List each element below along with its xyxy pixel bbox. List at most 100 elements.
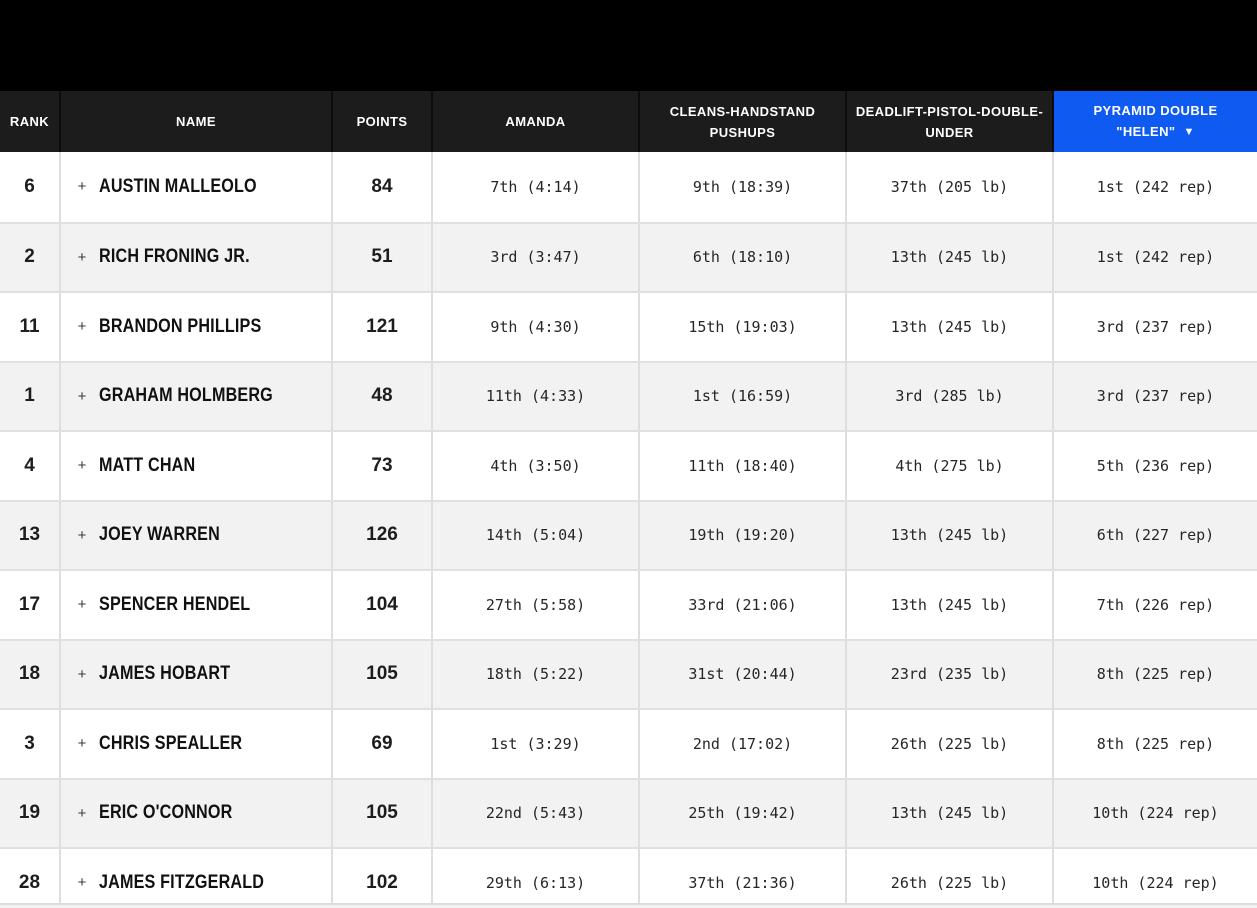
expand-athlete-icon[interactable]: + — [77, 804, 87, 822]
top-black-bar — [0, 0, 1257, 91]
rank-cell: 1 — [24, 385, 35, 407]
table-row: 4 + MATT CHAN 73 4th (3:50) 11th (18:40)… — [0, 430, 1257, 500]
name-cell: + CHRIS SPEALLER — [59, 710, 331, 778]
athlete-name-link[interactable]: AUSTIN MALLEOLO — [99, 175, 257, 197]
points-cell: 73 — [331, 432, 431, 500]
table-row: 28 + JAMES FITZGERALD 102 29th (6:13) 37… — [0, 847, 1257, 903]
rank-cell: 17 — [18, 593, 41, 615]
athlete-name-link[interactable]: JAMES HOBART — [99, 663, 231, 685]
expand-athlete-icon[interactable]: + — [77, 735, 87, 753]
expand-athlete-icon[interactable]: + — [77, 318, 87, 336]
amanda-result-cell: 27th (5:58) — [431, 571, 638, 639]
points-cell: 105 — [331, 779, 431, 847]
amanda-result-cell: 9th (4:30) — [431, 293, 638, 361]
table-row: 18 + JAMES HOBART 105 18th (5:22) 31st (… — [0, 638, 1257, 708]
points-cell: 105 — [331, 640, 431, 708]
deadlift-result-cell: 13th (245 lb) — [845, 293, 1052, 361]
rank-cell: 13 — [18, 524, 41, 546]
name-cell: + JAMES HOBART — [59, 640, 331, 708]
sort-desc-icon: ▼ — [1183, 126, 1195, 138]
amanda-result-cell: 7th (4:14) — [431, 152, 638, 222]
expand-athlete-icon[interactable]: + — [77, 665, 87, 683]
name-cell: + JAMES FITZGERALD — [59, 849, 331, 903]
athlete-name-link[interactable]: SPENCER HENDEL — [99, 593, 251, 615]
table-row: 13 + JOEY WARREN 126 14th (5:04) 19th (1… — [0, 499, 1257, 569]
deadlift-result-cell: 13th (245 lb) — [845, 571, 1052, 639]
table-row: 19 + ERIC O'CONNOR 105 22nd (5:43) 25th … — [0, 777, 1257, 847]
athlete-name-link[interactable]: BRANDON PHILLIPS — [99, 315, 262, 337]
leaderboard-table-body: 6 + AUSTIN MALLEOLO 84 7th (4:14) 9th (1… — [0, 152, 1257, 903]
amanda-result-cell: 29th (6:13) — [431, 849, 638, 903]
name-cell: + RICH FRONING JR. — [59, 223, 331, 291]
rank-cell: 2 — [24, 246, 35, 268]
name-cell: + GRAHAM HOLMBERG — [59, 362, 331, 430]
column-header-points[interactable]: POINTS — [331, 91, 431, 152]
amanda-result-cell: 11th (4:33) — [431, 362, 638, 430]
column-header-label: CLEANS-HANDSTAND PUSHUPS — [669, 103, 816, 140]
expand-athlete-icon[interactable]: + — [77, 526, 87, 544]
amanda-result-cell: 1st (3:29) — [431, 710, 638, 778]
expand-athlete-icon[interactable]: + — [77, 387, 87, 405]
rank-cell: 18 — [18, 663, 41, 685]
amanda-result-cell: 22nd (5:43) — [431, 779, 638, 847]
rank-cell: 28 — [18, 871, 41, 893]
rank-cell: 19 — [18, 802, 41, 824]
points-cell: 102 — [331, 849, 431, 903]
table-header-row: RANK NAME POINTS AMANDA CLEANS-HANDSTAND… — [0, 91, 1257, 152]
name-cell: + AUSTIN MALLEOLO — [59, 152, 331, 222]
athlete-name-link[interactable]: ERIC O'CONNOR — [99, 802, 233, 824]
helen-result-cell: 7th (226 rep) — [1052, 571, 1257, 639]
rank-cell: 4 — [24, 454, 35, 476]
name-cell: + SPENCER HENDEL — [59, 571, 331, 639]
column-header-label: NAME — [176, 114, 216, 129]
table-row: 3 + CHRIS SPEALLER 69 1st (3:29) 2nd (17… — [0, 708, 1257, 778]
athlete-name-link[interactable]: JOEY WARREN — [99, 524, 220, 546]
name-cell: + ERIC O'CONNOR — [59, 779, 331, 847]
points-cell: 48 — [331, 362, 431, 430]
helen-result-cell: 3rd (237 rep) — [1052, 362, 1257, 430]
deadlift-result-cell: 13th (245 lb) — [845, 501, 1052, 569]
expand-athlete-icon[interactable]: + — [77, 457, 87, 475]
athlete-name-link[interactable]: RICH FRONING JR. — [99, 246, 250, 268]
column-header-amanda[interactable]: AMANDA — [431, 91, 638, 152]
deadlift-result-cell: 23rd (235 lb) — [845, 640, 1052, 708]
table-row: 17 + SPENCER HENDEL 104 27th (5:58) 33rd… — [0, 569, 1257, 639]
name-cell: + MATT CHAN — [59, 432, 331, 500]
deadlift-result-cell: 26th (225 lb) — [845, 710, 1052, 778]
rank-cell: 3 — [24, 732, 35, 754]
helen-result-cell: 1st (242 rep) — [1052, 152, 1257, 222]
table-row: 6 + AUSTIN MALLEOLO 84 7th (4:14) 9th (1… — [0, 152, 1257, 222]
points-cell: 69 — [331, 710, 431, 778]
column-header-helen[interactable]: PYRAMID DOUBLE "HELEN" ▼ — [1052, 91, 1257, 152]
athlete-name-link[interactable]: GRAHAM HOLMBERG — [99, 385, 273, 407]
deadlift-result-cell: 3rd (285 lb) — [845, 362, 1052, 430]
cleans-result-cell: 1st (16:59) — [638, 362, 845, 430]
column-header-label: PYRAMID DOUBLE "HELEN" ▼ — [1080, 100, 1231, 143]
athlete-name-link[interactable]: MATT CHAN — [99, 454, 196, 476]
helen-result-cell: 10th (224 rep) — [1052, 779, 1257, 847]
expand-athlete-icon[interactable]: + — [77, 596, 87, 614]
column-header-label: RANK — [9, 114, 50, 129]
deadlift-result-cell: 26th (225 lb) — [845, 849, 1052, 903]
athlete-name-link[interactable]: JAMES FITZGERALD — [99, 871, 265, 893]
points-cell: 126 — [331, 501, 431, 569]
name-cell: + BRANDON PHILLIPS — [59, 293, 331, 361]
column-header-rank[interactable]: RANK — [0, 91, 59, 152]
amanda-result-cell: 3rd (3:47) — [431, 223, 638, 291]
name-cell: + JOEY WARREN — [59, 501, 331, 569]
expand-athlete-icon[interactable]: + — [77, 874, 87, 892]
expand-athlete-icon[interactable]: + — [77, 178, 87, 196]
column-header-label: DEADLIFT-PISTOL-DOUBLE-UNDER — [855, 103, 1044, 140]
column-header-name[interactable]: NAME — [59, 91, 331, 152]
athlete-name-link[interactable]: CHRIS SPEALLER — [99, 732, 243, 754]
column-header-deadlift[interactable]: DEADLIFT-PISTOL-DOUBLE-UNDER — [845, 91, 1052, 152]
helen-result-cell: 8th (225 rep) — [1052, 710, 1257, 778]
expand-athlete-icon[interactable]: + — [77, 248, 87, 266]
amanda-result-cell: 4th (3:50) — [431, 432, 638, 500]
helen-result-cell: 1st (242 rep) — [1052, 223, 1257, 291]
deadlift-result-cell: 37th (205 lb) — [845, 152, 1052, 222]
cleans-result-cell: 25th (19:42) — [638, 779, 845, 847]
rank-cell: 11 — [19, 315, 40, 337]
column-header-cleans[interactable]: CLEANS-HANDSTAND PUSHUPS — [638, 91, 845, 152]
